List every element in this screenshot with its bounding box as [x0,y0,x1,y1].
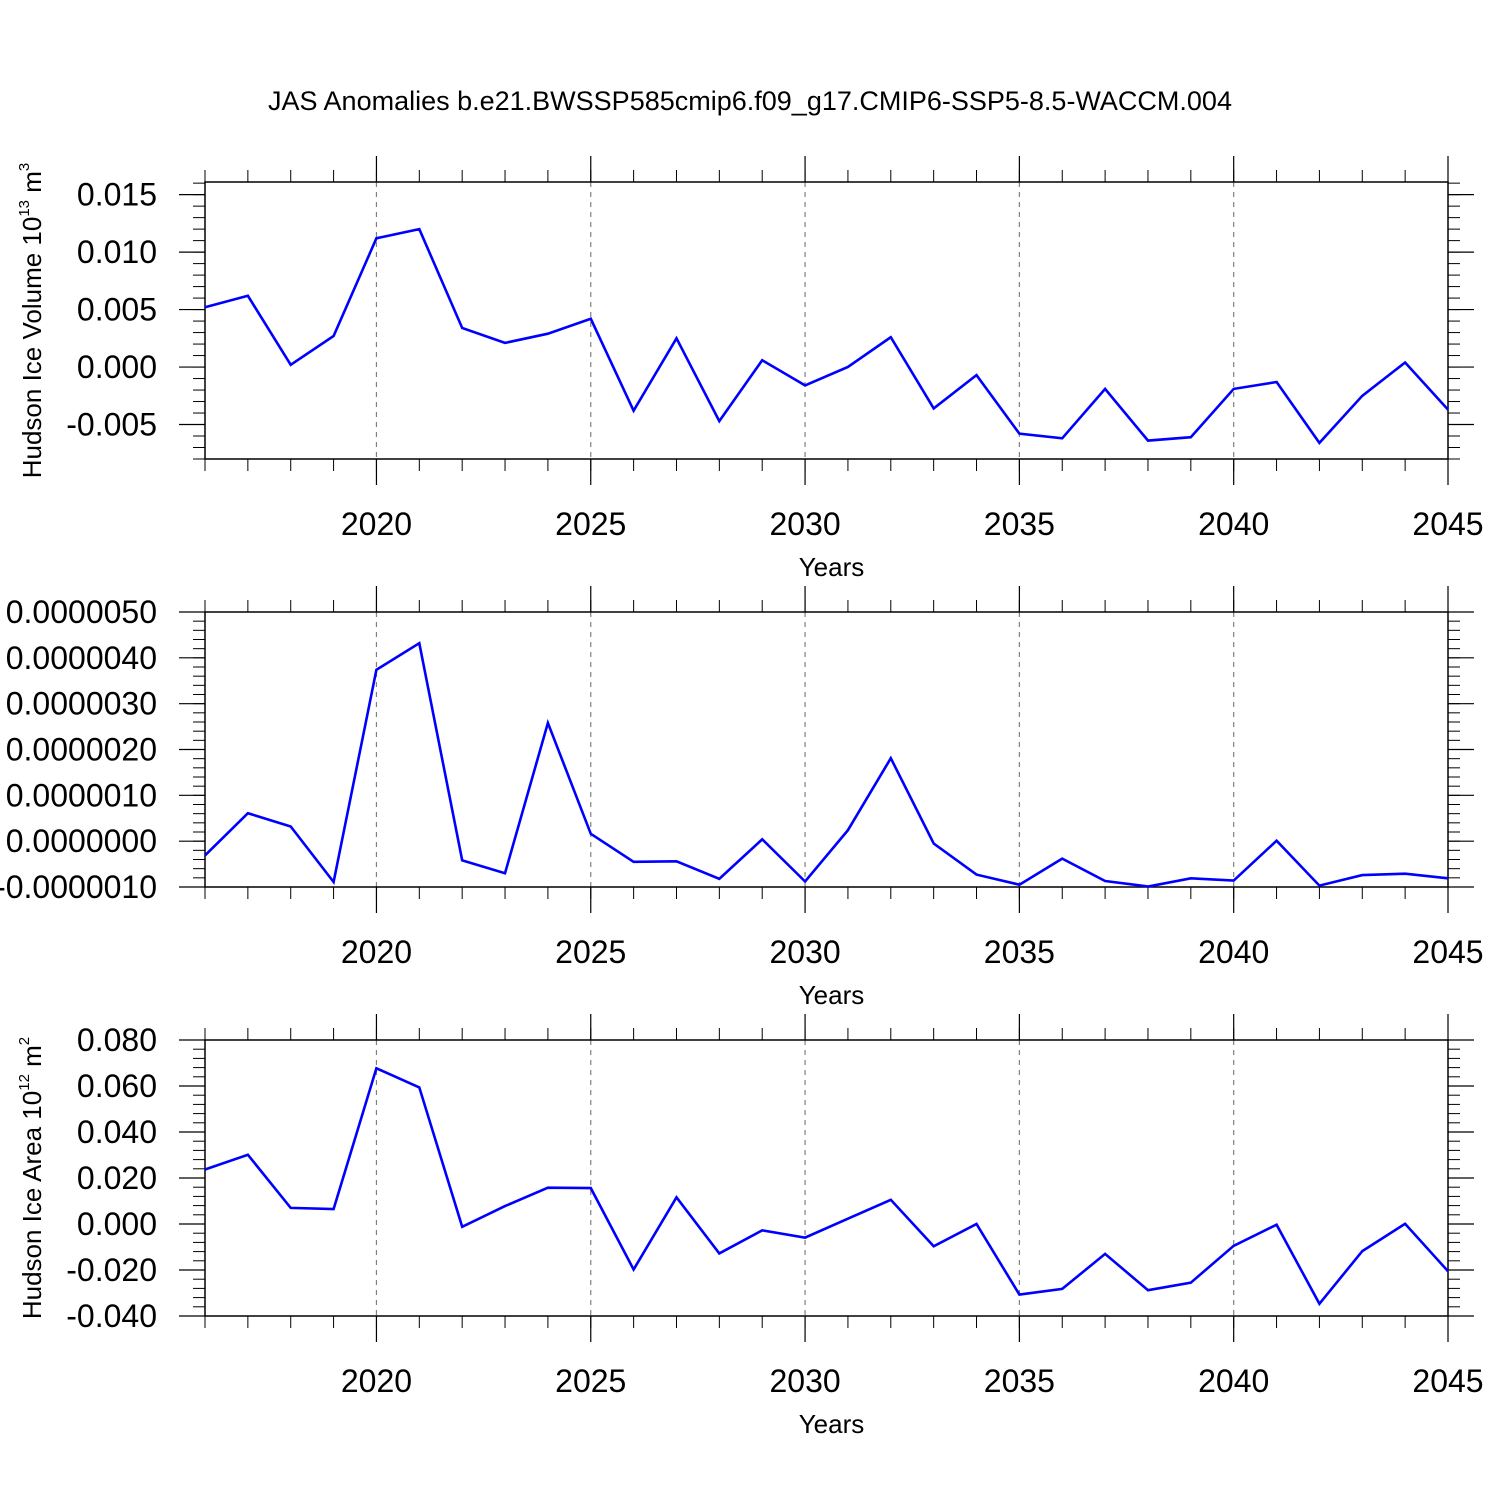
chart-title: JAS Anomalies b.e21.BWSSP585cmip6.f09_g1… [268,86,1232,116]
y-tick-label: 0.020 [77,1160,157,1196]
y-axis-label: Hudson Ice Volume 1013 m3 [16,163,47,479]
x-tick-label: 2035 [984,1363,1055,1399]
series-line [204,641,1449,888]
x-tick-label: 2020 [341,1363,412,1399]
y-axis-label-unit: m [17,171,47,200]
x-tick-label: 2030 [769,1363,840,1399]
y-tick-label: 0.060 [77,1068,157,1104]
y-tick-label: 0.080 [77,1022,157,1058]
y-tick-label: 0.0000030 [6,686,157,722]
y-tick-label: 0.0000010 [6,777,157,813]
y-tick-label: 0.015 [77,177,157,213]
x-tick-label: 2025 [555,506,626,542]
x-tick-label: 2045 [1412,934,1483,970]
y-tick-label: -0.005 [66,407,157,443]
x-tick-label: 2020 [341,934,412,970]
x-tick-label: 2025 [555,934,626,970]
x-tick-label: 2035 [984,506,1055,542]
y-axis-label-unit: m [17,1045,47,1074]
y-axis-label-sup: 13 [16,200,33,217]
x-tick-label: 2045 [1412,506,1483,542]
y-tick-label: -0.0000010 [0,869,157,905]
x-tick-label: 2040 [1198,934,1269,970]
series-line [204,1066,1449,1307]
y-tick-label: 0.0000040 [6,640,157,676]
y-axis-label: Hudson Ice Area 1012 m2 [16,1037,47,1319]
plot-frame [204,611,1449,888]
x-tick-label: 2045 [1412,1363,1483,1399]
y-tick-label: 0.040 [77,1114,157,1150]
plot-frame [204,181,1449,460]
y-tick-label: -0.020 [66,1252,157,1288]
y-tick-label: 0.010 [77,234,157,270]
y-axis-label-main: Hudson Ice Volume 10 [17,217,47,479]
series-line [204,227,1449,445]
y-tick-label: 0.000 [77,349,157,385]
y-tick-label: 0.0000050 [6,594,157,630]
x-tick-label: 2025 [555,1363,626,1399]
y-tick-label: -0.040 [66,1298,157,1334]
y-tick-label: 0.005 [77,292,157,328]
x-tick-label: 2030 [769,506,840,542]
x-axis-label: Years [799,552,865,582]
x-tick-label: 2020 [341,506,412,542]
plot-frame [204,1039,1449,1317]
y-axis-label-main: Hudson Ice Area 10 [17,1091,47,1319]
x-tick-label: 2040 [1198,1363,1269,1399]
x-axis-label: Years [799,1409,865,1439]
y-tick-label: 0.000 [77,1206,157,1242]
x-tick-label: 2040 [1198,506,1269,542]
x-tick-label: 2030 [769,934,840,970]
x-tick-label: 2035 [984,934,1055,970]
y-axis-label-unit-sup: 2 [16,1037,33,1045]
y-tick-label: 0.0000020 [6,732,157,768]
y-tick-label: 0.0000000 [6,823,157,859]
y-axis-label-sup: 12 [16,1074,33,1091]
x-axis-label: Years [799,980,865,1010]
y-axis-label-unit-sup: 3 [16,163,33,171]
